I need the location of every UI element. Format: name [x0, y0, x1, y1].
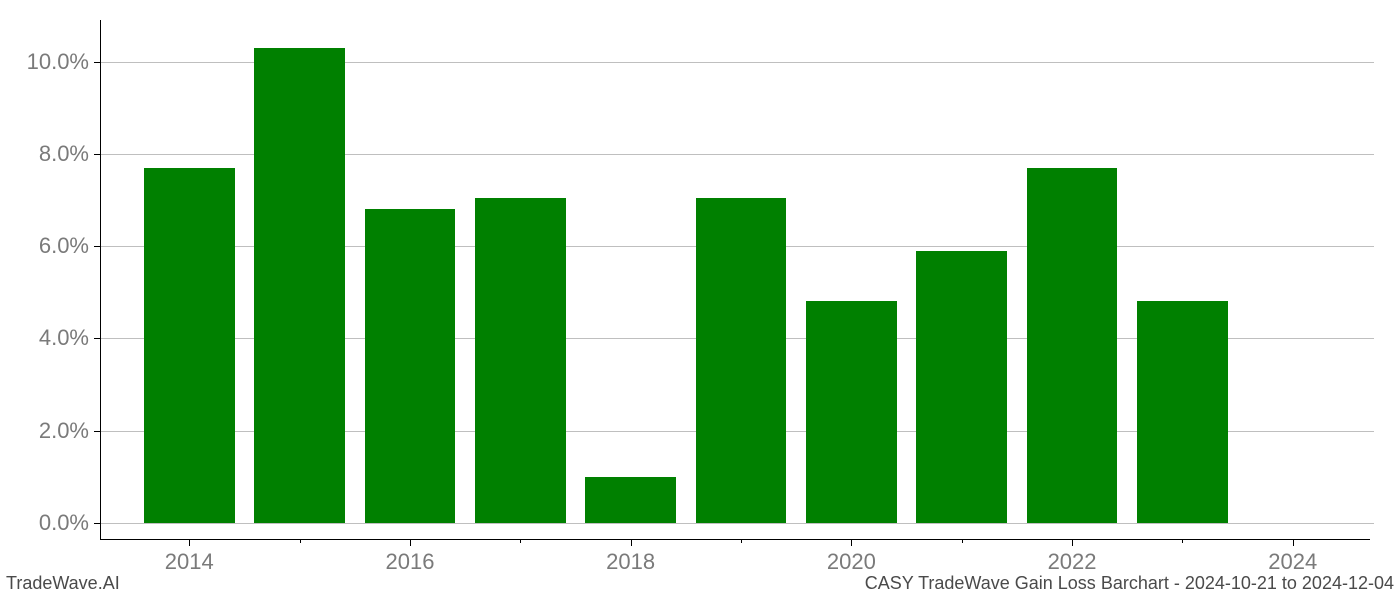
- x-tick-label: 2016: [385, 549, 434, 575]
- x-tick-label: 2022: [1048, 549, 1097, 575]
- y-tick: [94, 62, 101, 63]
- x-tick-minor: [520, 539, 521, 543]
- bar-2021: [916, 251, 1006, 523]
- bar-2014: [144, 168, 234, 523]
- y-tick: [94, 154, 101, 155]
- x-tick-label: 2024: [1268, 549, 1317, 575]
- y-tick: [94, 523, 101, 524]
- x-tick-label: 2020: [827, 549, 876, 575]
- x-tick-minor: [1182, 539, 1183, 543]
- y-tick-label: 10.0%: [27, 49, 89, 75]
- x-tick-minor: [741, 539, 742, 543]
- bar-2015: [254, 48, 344, 523]
- y-tick-label: 8.0%: [39, 141, 89, 167]
- x-tick-minor: [300, 539, 301, 543]
- y-tick-label: 0.0%: [39, 510, 89, 536]
- x-tick: [631, 539, 632, 546]
- y-tick-label: 4.0%: [39, 325, 89, 351]
- x-tick-label: 2014: [165, 549, 214, 575]
- footer-brand: TradeWave.AI: [6, 573, 120, 594]
- bar-2016: [365, 209, 455, 523]
- bar-2019: [696, 198, 786, 523]
- x-tick-label: 2018: [606, 549, 655, 575]
- bar-2023: [1137, 301, 1227, 522]
- x-tick: [189, 539, 190, 546]
- bar-2022: [1027, 168, 1117, 523]
- bar-2017: [475, 198, 565, 523]
- y-tick: [94, 246, 101, 247]
- bar-chart: 0.0%2.0%4.0%6.0%8.0%10.0%201420162018202…: [100, 20, 1370, 540]
- x-tick: [1072, 539, 1073, 546]
- y-tick: [94, 431, 101, 432]
- x-tick: [410, 539, 411, 546]
- y-tick: [94, 338, 101, 339]
- footer-caption: CASY TradeWave Gain Loss Barchart - 2024…: [865, 573, 1394, 594]
- y-tick-label: 2.0%: [39, 418, 89, 444]
- x-tick-minor: [962, 539, 963, 543]
- plot-area: 0.0%2.0%4.0%6.0%8.0%10.0%201420162018202…: [100, 20, 1370, 540]
- x-tick: [851, 539, 852, 546]
- x-tick: [1293, 539, 1294, 546]
- bar-2018: [585, 477, 675, 523]
- y-tick-label: 6.0%: [39, 233, 89, 259]
- bar-2020: [806, 301, 896, 522]
- gridline: [101, 523, 1374, 524]
